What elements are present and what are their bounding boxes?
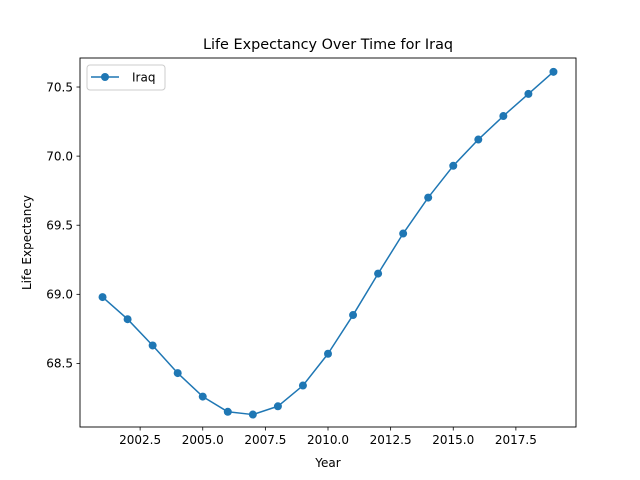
data-point (474, 135, 483, 144)
legend-label: Iraq (132, 71, 155, 85)
data-point (524, 89, 533, 98)
data-point (273, 402, 282, 411)
data-point (198, 392, 207, 401)
x-tick-label: 2010.0 (307, 433, 349, 447)
y-tick-label: 70.0 (46, 149, 73, 163)
data-point (324, 349, 332, 358)
data-point (123, 315, 132, 324)
data-point (399, 229, 408, 238)
data-point (449, 161, 458, 170)
data-point (374, 269, 383, 278)
y-tick-label: 69.5 (46, 219, 73, 233)
x-tick-label: 2007.5 (244, 433, 286, 447)
legend-box (86, 64, 166, 91)
series-layer (98, 67, 558, 419)
legend: Iraq (86, 64, 166, 91)
data-point (549, 67, 558, 76)
data-point (248, 410, 257, 419)
data-point (223, 407, 232, 416)
y-tick-label: 68.5 (46, 357, 73, 371)
y-axis-ticks: 68.5 69.0 69.5 70.0 70.5 (46, 80, 80, 371)
data-point (349, 311, 358, 320)
data-point (298, 381, 307, 390)
y-tick-label: 69.0 (46, 288, 73, 302)
legend-marker-swatch (101, 73, 109, 81)
data-point (499, 112, 508, 121)
data-point (98, 293, 107, 302)
data-point (173, 369, 182, 378)
x-axis-label: Year (314, 456, 340, 470)
plot-frame (79, 57, 577, 428)
chart-title: Life Expectancy Over Time for Iraq (203, 37, 453, 53)
y-tick-label: 70.5 (46, 80, 73, 94)
x-axis-ticks: 2002.5 2005.0 2007.5 2010.0 2012.5 2015.0 2017… (119, 427, 537, 447)
x-tick-label: 2002.5 (119, 433, 161, 447)
data-point (424, 193, 433, 202)
x-tick-label: 2012.5 (370, 433, 412, 447)
x-tick-label: 2005.0 (182, 433, 224, 447)
y-axis-label: Life Expectancy (20, 195, 34, 290)
x-tick-label: 2015.0 (432, 433, 474, 447)
x-tick-label: 2017.5 (495, 433, 537, 447)
data-point (148, 341, 157, 350)
